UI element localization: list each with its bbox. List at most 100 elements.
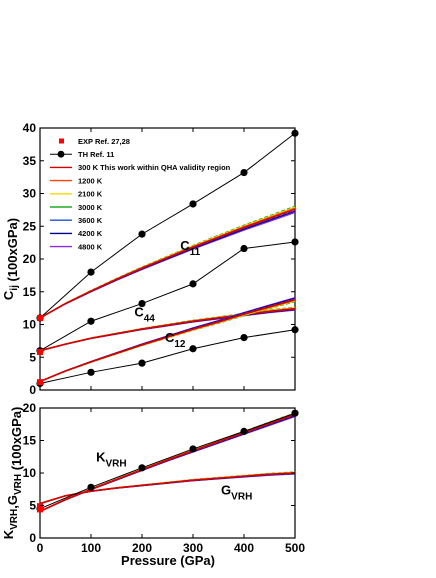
legend-label: TH Ref. 11 (78, 150, 114, 159)
axis-label-subscript: VRH (13, 474, 24, 495)
y-tick-label: 0 (29, 383, 36, 397)
legend-item-exp-ref-27-28: EXP Ref. 27,28 (59, 137, 130, 146)
exp-point (37, 379, 43, 386)
bottom-y-axis-label-text: KVRH,GVRH (100xGPa) (1, 407, 24, 540)
y-tick-label: 30 (23, 187, 37, 201)
y-tick-label: 0 (29, 531, 36, 545)
series-line-4200-k-g (39, 473, 296, 505)
ref-point-c44 (291, 238, 299, 246)
annotation-gvrh: GVRH (221, 482, 252, 502)
series-line-1200-k-g (39, 472, 296, 505)
x-axis-label: Pressure (GPa) (121, 553, 215, 568)
annotation-subscript: VRH (105, 458, 126, 469)
legend: EXP Ref. 27,28 TH Ref. 11 300 K This work … (50, 137, 231, 251)
x-tick-label: 300 (183, 541, 203, 555)
annotation-subscript: VRH (231, 491, 252, 502)
legend-item-2100-k: 2100 K (50, 190, 103, 199)
ref-point-c12 (189, 345, 197, 353)
axis-label-part: (100xGPa) (9, 407, 24, 474)
legend-label: 2100 K (78, 190, 103, 199)
legend-label: EXP Ref. 27,28 (78, 137, 130, 146)
bottom-ticks: 0 100 200 300 400 500 0 5 10 15 20 (23, 401, 306, 555)
y-tick-label: 5 (29, 350, 36, 364)
ref-point-k (138, 464, 146, 472)
legend-item-4800-k: 4800 K (50, 242, 103, 251)
ref-point-k (87, 483, 95, 491)
annotation-c12: C12 (165, 330, 186, 350)
y-tick-label: 10 (23, 318, 37, 332)
legend-item-300-k-this-work-within-qha-validity-region: 300 K This work within QHA validity regi… (50, 163, 231, 172)
ref-line-c11 (39, 132, 296, 319)
series-line-4200-k-c11 (39, 210, 296, 319)
annotation-base: C (165, 330, 175, 345)
annotation-base: C (180, 238, 190, 253)
annotation-base: G (221, 482, 231, 497)
ref-point-c44 (138, 299, 146, 308)
series-line-300-k-this-work-within-qha-validity-region-c11 (39, 208, 296, 319)
ref-point-c12 (291, 326, 299, 334)
series-line-3600-k-g (39, 472, 296, 505)
legend-label: 3000 K (78, 203, 103, 212)
ref-point-c11 (240, 168, 248, 177)
y-tick-label: 15 (23, 285, 37, 299)
annotation-kvrh: KVRH (96, 449, 127, 469)
legend-item-1200-k: 1200 K (50, 176, 103, 185)
y-tick-label: 15 (23, 434, 37, 448)
ref-point-c11 (138, 230, 146, 238)
ref-point-c11 (291, 129, 299, 137)
y-tick-label: 20 (23, 252, 37, 266)
legend-item-th-ref-11: TH Ref. 11 (50, 150, 114, 159)
legend-label: 300 K This work within QHA validity regi… (78, 163, 231, 172)
exp-point (37, 503, 43, 510)
exp-point (37, 506, 43, 513)
ref-point-c12 (87, 368, 95, 376)
top-curves (36, 129, 299, 388)
ref-point-c11 (189, 200, 197, 208)
y-tick-label: 25 (23, 219, 37, 233)
annotation-c44: C44 (134, 305, 155, 325)
series-line-2100-k-g (39, 471, 296, 505)
legend-item-4200-k: 4200 K (50, 229, 103, 238)
ref-point-c12 (240, 334, 248, 342)
y-tick-label: 40 (23, 121, 37, 135)
legend-label: 1200 K (78, 176, 103, 185)
x-tick-label: 0 (37, 541, 44, 555)
series-line-4800-k-k (39, 415, 296, 512)
ref-point-c44 (87, 317, 95, 325)
legend-label: 4200 K (78, 229, 103, 238)
ref-point-c44 (189, 280, 197, 288)
annotation-base: C (134, 305, 144, 320)
ref-point-c12 (138, 359, 146, 367)
top-y-axis-label-text: Cij (100xGPa) (1, 218, 20, 300)
axis-label-subscript: VRH (9, 509, 20, 530)
annotation-c11: C11 (180, 238, 200, 258)
annotation-base: K (96, 449, 106, 464)
axis-label-part: ,G (5, 495, 20, 509)
y-tick-label: 5 (29, 499, 36, 513)
x-tick-label: 100 (81, 541, 101, 555)
x-tick-label: 200 (132, 541, 152, 555)
ref-point-k (240, 427, 248, 435)
y-tick-label: 35 (23, 154, 37, 168)
legend-label: 3600 K (78, 216, 103, 225)
ref-point-c11 (87, 268, 95, 276)
ref-line-c44 (39, 241, 296, 352)
bottom-curves (36, 409, 299, 513)
axis-label-part: C (1, 290, 16, 300)
top-ticks: 0 5 10 15 20 25 30 35 40 (23, 121, 296, 397)
legend-item-3000-k: 3000 K (50, 203, 103, 212)
y-tick-label: 10 (23, 466, 37, 480)
annotation-subscript: 44 (144, 314, 156, 325)
series-line-300-k-this-work-within-qha-validity-region-g (39, 472, 296, 505)
legend-label: 4800 K (78, 242, 103, 251)
ref-point-k (291, 409, 299, 417)
ref-line-k (39, 412, 296, 510)
series-line-4800-k-g (39, 473, 296, 505)
ref-point-c44 (240, 244, 248, 253)
series-line-300-k-this-work-within-qha-validity-region-c12 (39, 298, 296, 383)
bottom-y-axis-label: KVRH,GVRH (100xGPa) (1, 407, 24, 540)
annotation-subscript: 11 (190, 247, 201, 258)
